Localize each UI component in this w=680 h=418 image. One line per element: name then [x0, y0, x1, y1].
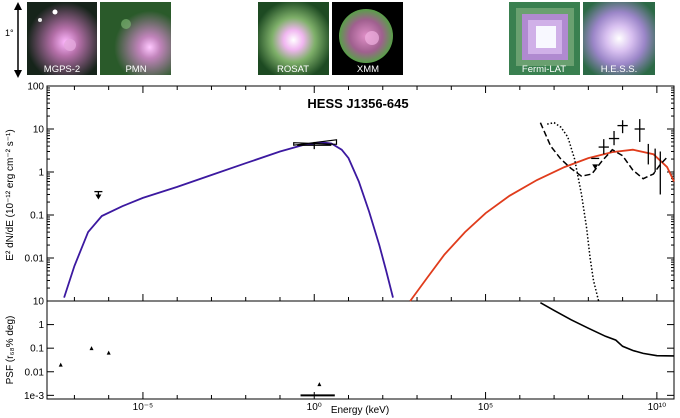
- psf-tick-label: 10: [33, 297, 45, 308]
- survey-thumbnails: MGPS-2 PMN ROSAT XMM Fermi-LAT H.E.S: [27, 2, 655, 75]
- data-point: [297, 141, 332, 150]
- data-point: [94, 190, 103, 200]
- x-tick-label: 10⁵: [478, 402, 493, 413]
- psf-plot-frame: [46, 300, 675, 400]
- y-tick-label: 100: [27, 82, 44, 93]
- psf-tick-label: 1e-3: [24, 391, 44, 402]
- thumbnail-rosat: ROSAT: [258, 2, 329, 75]
- x-axis-label: Energy (keV): [331, 405, 389, 416]
- upper-limit-arrow: [592, 164, 599, 170]
- chart-title: HESS J1356-645: [307, 96, 408, 111]
- thumbnail-label: XMM: [357, 64, 379, 75]
- thumbnail-label: H.E.S.S.: [601, 64, 637, 75]
- psf-curves: [58, 302, 675, 397]
- y-tick-label: 10: [33, 125, 45, 136]
- data-point: [591, 157, 600, 170]
- model-curves: [63, 121, 675, 302]
- y-axis-label: E² dN/dE (10⁻¹² erg cm⁻² s⁻¹): [5, 129, 16, 260]
- data-point: [617, 120, 628, 134]
- thumbnail-label: PMN: [125, 64, 146, 75]
- thumbnail-pmn: PMN: [100, 2, 171, 75]
- psf-curve: [540, 302, 675, 357]
- sed-y-axis: 100 10 1 0.1 0.01: [25, 82, 674, 289]
- angular-scale-bar: 1°: [5, 2, 22, 78]
- thumbnail-xmm: XMM: [332, 2, 403, 75]
- data-point: [598, 139, 609, 155]
- data-point: [608, 130, 620, 146]
- psf-y-axis-label: PSF (r₆₈% deg): [5, 316, 16, 385]
- sed-plot-frame: [46, 85, 675, 302]
- psf-point: [317, 382, 322, 387]
- y-tick-label: 0.1: [30, 211, 44, 222]
- psf-point: [89, 346, 94, 351]
- x-axis: 10⁻⁵ 10⁰ 10⁵ 10¹⁰: [73, 86, 666, 413]
- data-points: [94, 119, 661, 200]
- x-tick-label: 10⁻⁵: [133, 402, 154, 413]
- thumbnail-label: ROSAT: [277, 64, 309, 75]
- y-tick-label: 1: [38, 168, 44, 179]
- thumbnail-label: Fermi-LAT: [522, 64, 566, 75]
- psf-point: [106, 350, 111, 355]
- upper-limit-arrow: [95, 194, 102, 200]
- x-tick-label: 10⁰: [307, 402, 322, 413]
- xray-butterfly: [293, 139, 338, 146]
- y-tick-label: 0.01: [25, 254, 45, 265]
- psf-point: [58, 362, 63, 367]
- series-synchrotron-model: [63, 141, 394, 298]
- psf-tick-label: 1: [38, 320, 44, 331]
- series-dotted-model: [547, 121, 600, 302]
- data-point: [634, 119, 645, 142]
- psf-tick-label: 0.01: [25, 367, 45, 378]
- series-inverse-compton-model: [409, 148, 675, 302]
- scale-bar-label: 1°: [5, 28, 14, 38]
- thumbnail-mgps2: MGPS-2: [27, 2, 97, 75]
- series-dashed-model: [539, 122, 668, 180]
- psf-y-axis: 10 1 0.1 0.01 1e-3: [24, 297, 674, 402]
- thumbnail-fermi-lat: Fermi-LAT: [509, 2, 580, 75]
- psf-tick-label: 0.1: [30, 344, 44, 355]
- thumbnail-hess: H.E.S.S.: [583, 2, 655, 75]
- thumbnail-label: MGPS-2: [44, 64, 80, 75]
- x-tick-label: 10¹⁰: [648, 402, 666, 413]
